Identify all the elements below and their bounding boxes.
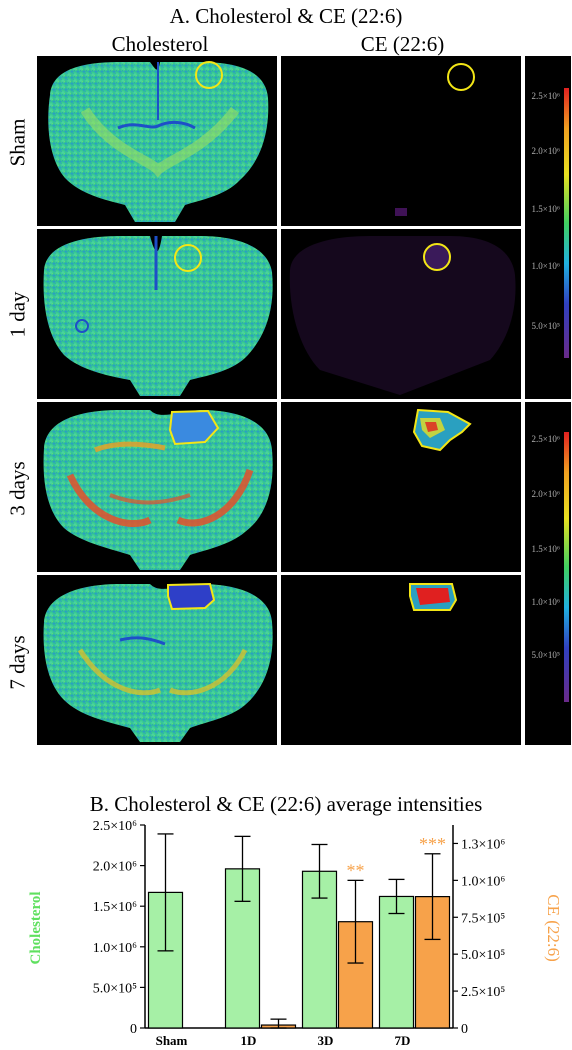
- roi-sham-ce: [447, 63, 475, 91]
- colorbar-bottom: [525, 402, 571, 745]
- lesion-3days-ce: [412, 408, 472, 452]
- tile-3days-ce: [281, 402, 521, 572]
- x-tick-label: 1D: [241, 1033, 257, 1048]
- colorbar-top-tick: 5.0×10⁵: [532, 321, 560, 331]
- x-tick-label: Sham: [156, 1033, 188, 1048]
- roi-1day-ce: [423, 243, 451, 271]
- colorbar-top: [525, 56, 571, 399]
- y-tick-label-right: 0: [461, 1022, 468, 1037]
- panel-b-title: B. Cholesterol & CE (22:6) average inten…: [89, 792, 483, 816]
- y-tick-label-right: 2.5×10⁵: [461, 985, 505, 1000]
- bar-cholesterol-7d: [378, 895, 415, 1029]
- roi-7days-cholesterol: [167, 582, 216, 611]
- brain-1day-cholesterol: [43, 236, 273, 396]
- colorbar-bottom-tick: 1.5×10⁶: [532, 544, 560, 554]
- brain-sham-cholesterol: [48, 62, 269, 222]
- y-tick-label-left: 5.0×10⁵: [93, 981, 137, 996]
- y-tick-label-right: 5.0×10⁵: [461, 948, 505, 963]
- y-tick-label-left: 2.5×10⁶: [93, 819, 137, 834]
- column-header-ce: CE (22:6): [360, 32, 445, 56]
- y-axis-label-left: Cholesterol: [28, 891, 44, 964]
- tile-7days-ce: [281, 575, 521, 745]
- significance-marker: ***: [419, 834, 446, 854]
- y-tick-label-left: 1.0×10⁶: [93, 941, 137, 956]
- y-tick-label-left: 2.0×10⁶: [93, 860, 137, 875]
- y-tick-label-right: 1.3×10⁶: [461, 837, 505, 852]
- colorbar-top-tick: 2.0×10⁶: [532, 146, 560, 156]
- colorbar-top-tick: 1.0×10⁶: [532, 261, 560, 271]
- bar-chart: 0 5.0×10⁵ 1.0×10⁶ 1.5×10⁶ 2.0×10⁶ 2.5×10⁶ 0 2.…: [28, 819, 563, 1048]
- colorbar-bottom-tick: 5.0×10⁵: [532, 650, 560, 660]
- y-tick-label-left: 0: [130, 1022, 137, 1037]
- brain-7days-cholesterol: [43, 584, 273, 742]
- colorbar-top-tick: 1.5×10⁶: [532, 204, 560, 214]
- y-tick-label-right: 7.5×10⁵: [461, 911, 505, 926]
- roi-3days-cholesterol: [168, 409, 220, 446]
- brain-3days-cholesterol: [43, 410, 273, 570]
- y-axis-label-right: CE (22:6): [544, 894, 563, 962]
- colorbar-bottom-tick: 2.0×10⁶: [532, 489, 560, 499]
- tile-sham-ce: [281, 56, 521, 226]
- column-header-cholesterol: Cholesterol: [111, 32, 209, 56]
- colorbar-top-tick: 2.5×10⁶: [532, 91, 560, 101]
- significance-marker: **: [347, 860, 365, 880]
- roi-sham-cholesterol: [195, 61, 223, 89]
- lesion-7days-ce: [409, 583, 458, 611]
- x-tick-label: 3D: [318, 1033, 334, 1048]
- y-tick-label-left: 1.5×10⁶: [93, 900, 137, 915]
- roi-1day-cholesterol: [174, 244, 202, 272]
- colorbar-bottom-tick: 1.0×10⁶: [532, 597, 560, 607]
- image-grid: 2.5×10⁶ 2.0×10⁶ 1.5×10⁶ 1.0×10⁶ 5.0×10⁵ …: [37, 56, 571, 745]
- y-tick-label-right: 1.0×10⁶: [461, 874, 505, 889]
- x-tick-label: 7D: [395, 1033, 411, 1048]
- colorbar-bottom-tick: 2.5×10⁶: [532, 434, 560, 444]
- panel-a-title: A. Cholesterol & CE (22:6): [169, 4, 403, 28]
